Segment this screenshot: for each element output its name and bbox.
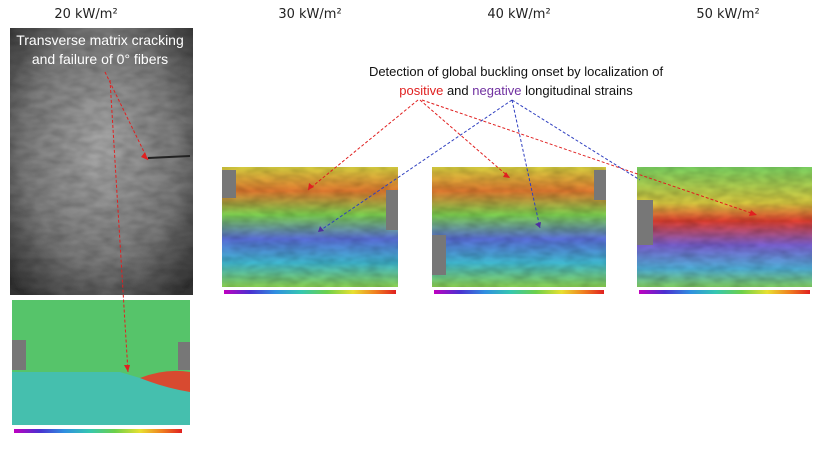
colorbar [434, 290, 604, 294]
grip [594, 170, 606, 200]
arrows [104, 71, 758, 373]
grip [222, 170, 236, 198]
specimen-photo [10, 28, 193, 295]
heading: 40 kW/m² [487, 7, 550, 22]
colorbar [224, 290, 396, 294]
grip [386, 190, 398, 230]
negative: negative [472, 83, 521, 98]
grip [12, 340, 26, 370]
annotation: and [447, 83, 469, 98]
annotation: and failure of 0° fibers [32, 51, 168, 67]
grip [178, 342, 190, 370]
heading: 20 kW/m² [54, 7, 117, 22]
heading: 50 kW/m² [696, 7, 759, 22]
crack [147, 155, 191, 159]
strain-region [140, 370, 190, 392]
colorbar [639, 290, 810, 294]
annotation: positive and negative longitudinal strai… [399, 83, 633, 98]
strain-region [12, 372, 190, 425]
annotation: Detection of global buckling onset by lo… [369, 64, 664, 79]
strain-map [637, 167, 812, 287]
positive: positive [399, 83, 443, 98]
annotation: longitudinal strains [525, 83, 633, 98]
grip [432, 235, 446, 275]
annotation: Transverse matrix cracking [16, 32, 184, 48]
strain-map [432, 167, 606, 287]
grip [637, 200, 653, 245]
heading: 30 kW/m² [278, 7, 341, 22]
colorbar [14, 429, 182, 433]
